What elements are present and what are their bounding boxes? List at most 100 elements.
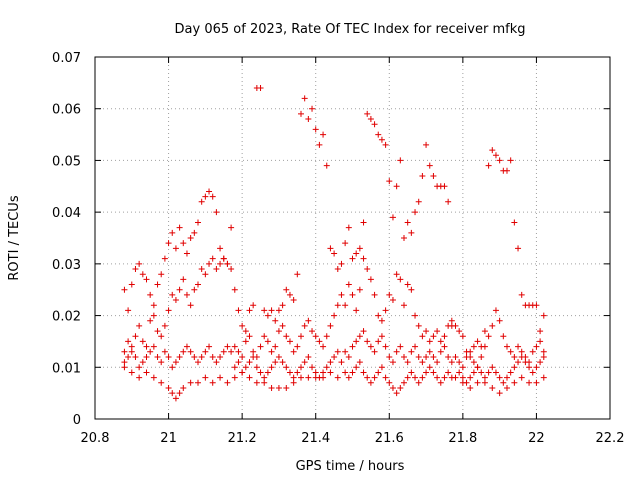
data-point — [327, 322, 334, 329]
data-point — [345, 281, 352, 288]
data-point — [275, 353, 282, 360]
data-point — [128, 343, 135, 350]
data-point — [290, 297, 297, 304]
data-point — [511, 379, 518, 386]
data-point — [165, 353, 172, 360]
data-point — [470, 369, 477, 376]
data-point — [268, 384, 275, 391]
data-point — [298, 333, 304, 340]
data-point — [327, 369, 334, 376]
data-point — [378, 317, 385, 324]
data-point — [320, 131, 327, 138]
data-point — [139, 338, 146, 345]
x-tick-label: 22.2 — [596, 431, 625, 446]
data-point — [360, 219, 367, 226]
data-point — [154, 328, 161, 335]
data-point — [268, 348, 275, 355]
data-point — [419, 333, 426, 340]
data-point — [195, 359, 201, 366]
data-point — [463, 353, 470, 360]
data-point — [492, 307, 499, 314]
data-point — [426, 162, 433, 169]
data-point — [356, 359, 363, 366]
data-point — [389, 384, 396, 391]
data-point — [430, 333, 437, 340]
data-point — [496, 390, 503, 397]
y-tick-label: 0.06 — [52, 103, 81, 118]
data-point — [132, 353, 139, 360]
data-point — [434, 328, 441, 335]
data-point — [323, 364, 330, 371]
data-point — [154, 353, 161, 360]
data-point — [334, 348, 341, 355]
data-point — [426, 338, 433, 345]
data-point — [441, 333, 448, 340]
data-point — [305, 317, 312, 324]
data-point — [290, 348, 297, 355]
data-point — [478, 353, 485, 360]
data-point — [320, 343, 327, 350]
data-point — [456, 328, 463, 335]
data-point — [507, 157, 514, 164]
data-point — [522, 359, 529, 366]
data-point — [172, 395, 179, 402]
data-point — [206, 260, 213, 267]
data-point — [242, 328, 249, 335]
data-point — [305, 374, 312, 381]
data-point — [459, 374, 466, 381]
data-point — [504, 384, 510, 391]
data-point — [180, 384, 187, 391]
data-point — [408, 369, 415, 376]
data-point — [474, 379, 481, 386]
data-point — [441, 374, 448, 381]
data-point — [382, 343, 389, 350]
data-point — [375, 369, 382, 376]
data-point — [533, 364, 540, 371]
data-point — [404, 374, 411, 381]
data-point — [198, 266, 205, 273]
data-point — [220, 255, 227, 262]
data-point — [456, 369, 463, 376]
data-point — [132, 333, 139, 340]
data-point — [202, 193, 209, 200]
data-point — [154, 281, 161, 288]
data-point — [143, 369, 150, 376]
data-point — [187, 379, 194, 386]
data-point — [147, 291, 154, 298]
data-point — [257, 85, 264, 92]
data-point — [430, 353, 437, 360]
data-point — [150, 343, 157, 350]
data-point — [423, 328, 430, 335]
data-point — [136, 364, 143, 371]
data-point — [481, 343, 488, 350]
data-point — [489, 322, 496, 329]
data-point — [529, 348, 536, 355]
data-point — [316, 141, 323, 148]
data-point — [320, 369, 327, 376]
data-point — [389, 359, 396, 366]
data-point — [169, 364, 176, 371]
data-point — [327, 359, 334, 366]
data-point — [540, 374, 547, 381]
data-point — [246, 359, 253, 366]
data-point — [397, 343, 404, 350]
data-point — [279, 359, 286, 366]
data-point — [195, 219, 201, 226]
data-point — [213, 266, 220, 273]
data-point — [415, 198, 422, 205]
y-tick-label: 0.07 — [52, 51, 81, 66]
data-point — [353, 338, 360, 345]
data-point — [158, 271, 165, 278]
data-point — [279, 302, 286, 309]
data-point — [128, 348, 135, 355]
data-point — [239, 369, 246, 376]
data-point — [533, 379, 540, 386]
data-point — [345, 224, 352, 231]
data-point — [253, 364, 260, 371]
data-point — [272, 343, 279, 350]
data-point — [349, 255, 356, 262]
data-point — [191, 353, 198, 360]
data-point — [286, 291, 293, 298]
data-point — [496, 157, 503, 164]
data-point — [150, 312, 157, 319]
